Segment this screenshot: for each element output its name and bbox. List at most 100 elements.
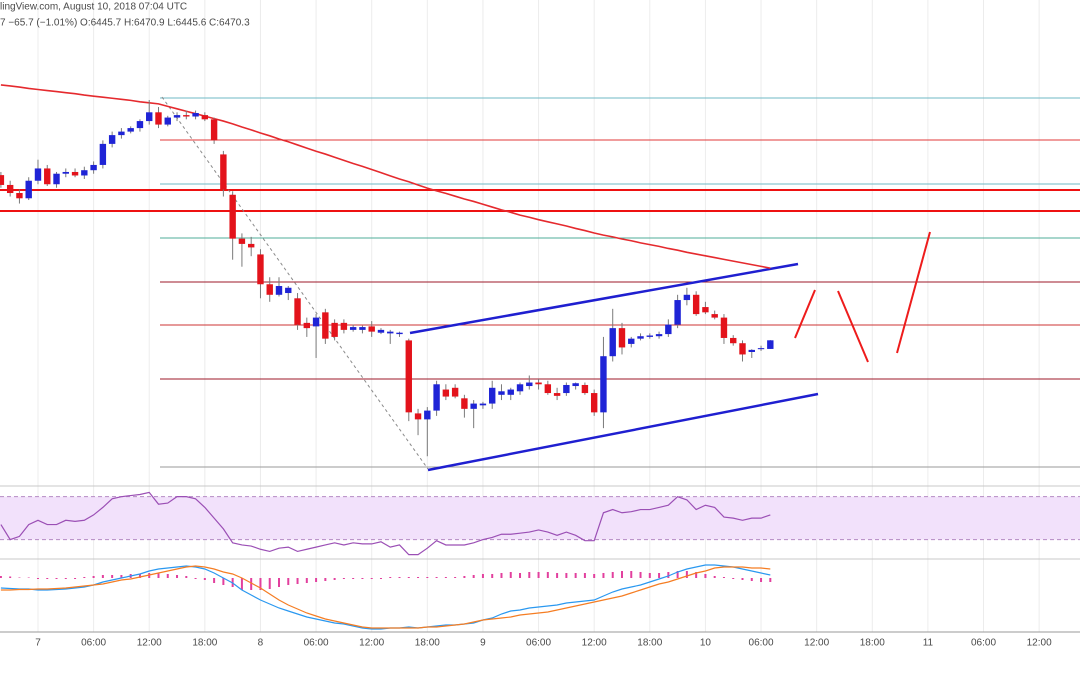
candle-body [238, 238, 246, 244]
x-tick-label: 06:00 [304, 638, 329, 649]
candle-body [53, 173, 60, 185]
macd-histogram-bar [426, 577, 429, 578]
macd-histogram-bar [379, 578, 382, 579]
candle-body [368, 326, 375, 332]
x-tick-label: 8 [258, 638, 264, 649]
x-tick-label: 10 [700, 638, 712, 649]
macd-histogram-bar [157, 573, 160, 578]
candle-body [192, 113, 199, 117]
candle-body [220, 154, 227, 190]
channel-line [427, 392, 819, 472]
candle-body [730, 337, 737, 344]
candle-body [489, 387, 496, 404]
candle-body [655, 334, 663, 337]
candle-body [387, 331, 394, 334]
x-tick-label: 06:00 [971, 638, 996, 649]
candle-body [136, 121, 144, 129]
candle-body [81, 170, 88, 176]
macd-histogram-bar [528, 572, 531, 578]
macd-histogram-bar [92, 576, 95, 578]
candle-body [285, 287, 292, 294]
x-tick-label: 18:00 [637, 638, 662, 649]
candle-body [294, 298, 301, 325]
candle-body [451, 387, 459, 397]
candle-body [590, 393, 598, 413]
chart-subtitle: 7 −65.7 (−1.01%) O:6445.7 H:6470.9 L:644… [0, 18, 250, 29]
x-tick-label: 06:00 [749, 638, 774, 649]
macd-histogram-bar [454, 577, 457, 578]
candle-body [442, 389, 450, 397]
macd-histogram-bar [83, 577, 86, 578]
macd-histogram-bar [185, 576, 188, 578]
candle-body [516, 384, 524, 392]
candle-body [748, 349, 755, 352]
candle-body [127, 128, 134, 132]
candle-body [312, 317, 320, 327]
candle-body [25, 180, 32, 199]
candle-body [526, 382, 533, 387]
projection-line [794, 289, 816, 339]
x-tick-label: 06:00 [81, 638, 106, 649]
candle-body [71, 171, 79, 176]
macd-histogram-bar [389, 577, 392, 578]
candle-body [210, 119, 218, 141]
macd-histogram-bar [176, 575, 179, 578]
macd-histogram-bar [111, 575, 114, 578]
macd-histogram-bar [55, 578, 58, 579]
macd-histogram-bar [463, 576, 466, 578]
macd-histogram-bar [704, 574, 707, 578]
macd-histogram-bar [695, 572, 698, 578]
candle-body [266, 284, 273, 295]
macd-histogram-bar [333, 578, 336, 580]
macd-histogram-bar [491, 574, 494, 578]
macd-histogram-bar [213, 578, 216, 583]
macd-histogram-bar [519, 573, 522, 578]
x-tick-label: 12:00 [582, 638, 607, 649]
candle-body [0, 175, 5, 185]
macd-histogram-bar [324, 578, 327, 581]
macd-histogram-bar [583, 573, 586, 578]
x-tick-label: 18:00 [192, 638, 217, 649]
macd-histogram-bar [278, 578, 280, 587]
candle-body [275, 286, 283, 295]
x-tick-label: 06:00 [526, 638, 551, 649]
candle-body [414, 413, 422, 420]
macd-histogram-bar [500, 573, 503, 578]
chart-title: lingView.com, August 10, 2018 07:04 UTC [0, 2, 187, 13]
candle-body [303, 322, 311, 329]
candle-body [692, 294, 700, 315]
candle-body [108, 135, 116, 144]
candle-body [257, 254, 264, 285]
macd-histogram-bar [18, 577, 21, 578]
x-tick-label: 7 [35, 638, 41, 649]
macd-histogram-bar [407, 577, 410, 578]
candle-body [424, 410, 431, 420]
macd-histogram-bar [194, 578, 197, 579]
candle-body [118, 131, 125, 136]
macd-histogram-bar [166, 574, 169, 578]
candle-body [628, 338, 635, 344]
macd-histogram-bar [398, 577, 401, 578]
candle-body [757, 348, 765, 350]
candle-body [6, 184, 14, 194]
x-tick-label: 18:00 [415, 638, 440, 649]
x-tick-label: 9 [480, 638, 486, 649]
rsi-line [0, 491, 771, 556]
candle-body [229, 194, 236, 239]
macd-histogram-bar [287, 578, 290, 585]
macd-histogram-bar [240, 578, 243, 590]
macd-histogram-bar [760, 578, 763, 582]
macd-histogram-bar [741, 578, 744, 580]
x-tick-label: 12:00 [137, 638, 162, 649]
macd-histogram-bar [444, 577, 447, 578]
macd-histogram-bar [370, 578, 373, 579]
x-tick-label: 12:00 [1027, 638, 1052, 649]
candle-body [618, 328, 626, 348]
candle-body [340, 322, 348, 330]
x-tick-label: 12:00 [804, 638, 829, 649]
candle-body [405, 340, 412, 413]
macd-histogram-bar [472, 575, 475, 578]
macd-histogram-bar [361, 578, 364, 579]
grid: 7 06:00 12:00 18:00 8 06:00 12:00 18:00 9 06:00 12… [35, 0, 1052, 649]
